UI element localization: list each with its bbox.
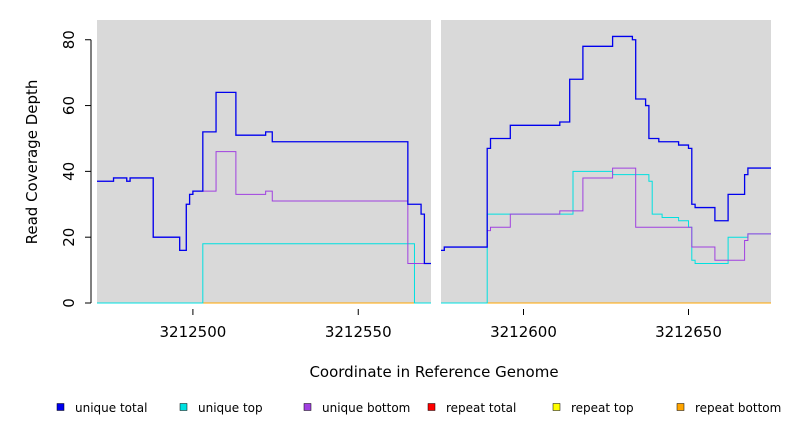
legend-swatch-repeat-top xyxy=(552,403,561,411)
series-layer xyxy=(97,35,771,304)
plot-panels xyxy=(97,20,771,303)
series-line-unique-total-1 xyxy=(97,91,431,265)
y-tick-label: 40 xyxy=(60,162,78,181)
legend-swatch-unique-top xyxy=(179,403,188,411)
legend-swatch-repeat-bottom xyxy=(676,403,685,411)
x-tick-label: 3212500 xyxy=(159,323,226,341)
legend-swatch-unique-bottom xyxy=(303,403,312,411)
y-axis-title: Read Coverage Depth xyxy=(23,80,41,245)
y-axis: 0 20 40 60 80 xyxy=(60,30,92,308)
plot-panel-left xyxy=(97,20,431,303)
x-axis: 3212500 3212550 3212600 3212650 xyxy=(159,309,722,341)
x-tick-label: 3212550 xyxy=(325,323,392,341)
legend-label-repeat-total: repeat total xyxy=(446,401,516,415)
legend-label-repeat-bottom: repeat bottom xyxy=(695,401,781,415)
y-tick-label: 60 xyxy=(60,96,78,115)
series-line-unique-total-2 xyxy=(441,35,771,252)
plot-panel-right xyxy=(441,20,771,303)
legend-swatch-repeat-total xyxy=(427,403,436,411)
series-line-unique-top-1 xyxy=(97,243,431,304)
y-tick-label: 80 xyxy=(60,30,78,49)
y-tick-label: 0 xyxy=(60,298,78,308)
legend: unique total unique top unique bottom repea… xyxy=(56,401,781,415)
x-tick-label: 3212600 xyxy=(490,323,557,341)
legend-swatch-unique-total xyxy=(56,403,65,411)
y-tick-label: 20 xyxy=(60,228,78,247)
legend-label-unique-top: unique top xyxy=(198,401,263,415)
series-line-unique-top-2 xyxy=(441,170,771,304)
legend-label-unique-bottom: unique bottom xyxy=(322,401,410,415)
legend-label-unique-total: unique total xyxy=(75,401,147,415)
x-axis-title: Coordinate in Reference Genome xyxy=(309,363,558,381)
legend-label-repeat-top: repeat top xyxy=(571,401,634,415)
x-tick-label: 3212650 xyxy=(655,323,722,341)
